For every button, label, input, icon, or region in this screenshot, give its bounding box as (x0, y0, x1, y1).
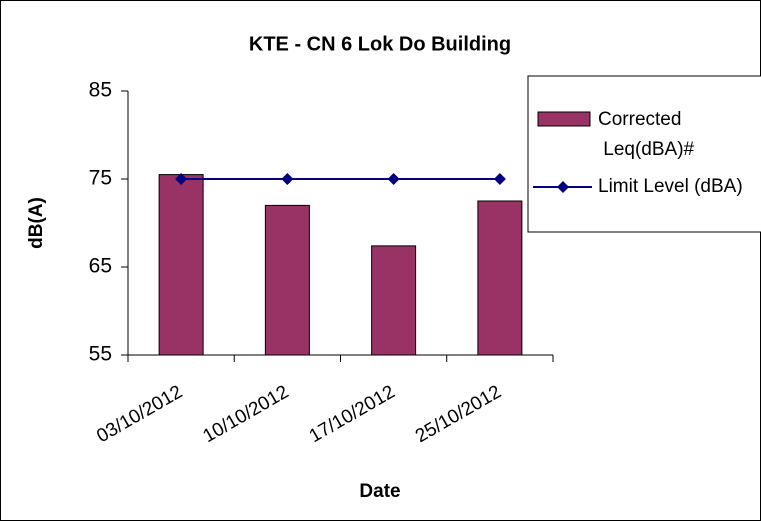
bar (158, 174, 204, 356)
y-tick-label: 85 (89, 79, 112, 102)
y-tick-label: 65 (89, 255, 112, 278)
legend-marker (557, 181, 569, 193)
x-axis-title: Date (359, 481, 400, 502)
legend-label: Limit Level (dBA) (598, 176, 743, 197)
y-tick-label: 55 (89, 343, 112, 366)
legend-swatch (537, 111, 591, 127)
line-marker (493, 173, 506, 185)
line-marker (387, 173, 400, 185)
bar (371, 245, 417, 356)
y-axis-title: dB(A) (26, 197, 47, 249)
legend-label: Corrected Leq(dBA)# (598, 109, 695, 160)
line-marker (281, 173, 294, 185)
legend-box (527, 75, 761, 233)
line-marker (175, 173, 188, 185)
bar (477, 200, 523, 356)
chart-title: KTE - CN 6 Lok Do Building (249, 33, 511, 55)
y-tick-label: 75 (89, 167, 112, 190)
bar (264, 204, 310, 356)
